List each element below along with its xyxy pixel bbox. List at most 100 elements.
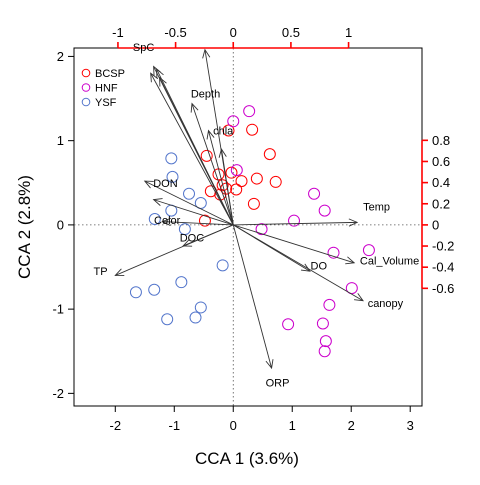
arrow-head — [218, 147, 227, 158]
biplot-arrows: SpC Depth chla DON Color DOC TP Temp DO Cal_Volum… — [94, 42, 420, 389]
point-bcsp — [200, 149, 213, 162]
arrow-head — [161, 217, 172, 226]
point-hnf — [243, 105, 256, 118]
arrow-head — [206, 129, 215, 140]
right-tick-label: -0.4 — [432, 260, 454, 275]
point-bcsp — [225, 166, 238, 179]
arrow-label: Cal_Volume — [360, 255, 419, 267]
arrow-shaft — [115, 224, 234, 276]
point-hnf — [227, 115, 240, 128]
point-ysf — [183, 187, 196, 200]
arrow-shaft — [162, 221, 234, 226]
point-ysf — [161, 313, 174, 326]
point-hnf — [316, 317, 329, 330]
point-hnf — [319, 335, 332, 348]
arrow-label: canopy — [368, 298, 404, 310]
x-tick-label: 1 — [289, 418, 296, 433]
arrow-head — [265, 359, 274, 370]
point-ysf — [148, 212, 161, 225]
y-tick-label: 2 — [57, 49, 64, 64]
point-ysf — [189, 311, 202, 324]
right-tick-label: 0.2 — [432, 196, 450, 211]
top-tick-label: -0.5 — [164, 25, 186, 40]
point-hnf — [255, 223, 268, 236]
right-tick-label: -0.2 — [432, 239, 454, 254]
arrow-head — [150, 72, 159, 83]
arrow-label: DON — [153, 178, 178, 190]
point-hnf — [362, 244, 375, 257]
point-ysf — [175, 276, 188, 289]
point-bcsp — [230, 183, 243, 196]
point-ysf — [178, 223, 191, 236]
arrow-shaft — [233, 224, 364, 302]
legend-entry: YSF — [95, 97, 117, 109]
right-tick-label: 0.6 — [432, 154, 450, 169]
point-ysf — [166, 170, 179, 183]
top-tick-label: 0.5 — [282, 25, 300, 40]
legend: BCSP HNF YSF — [81, 68, 125, 109]
arrow-shaft — [159, 77, 234, 226]
point-bcsp — [222, 124, 235, 137]
point-bcsp — [263, 148, 276, 161]
y-tick-label: -2 — [52, 386, 64, 401]
x-tick-label: 0 — [230, 418, 237, 433]
arrow-label: Depth — [191, 88, 220, 100]
top-tick-label: -1 — [112, 25, 124, 40]
point-ysf — [148, 283, 161, 296]
point-hnf — [318, 345, 331, 358]
arrow-shaft — [233, 221, 358, 226]
x-tick-label: -2 — [110, 418, 122, 433]
point-hnf — [288, 214, 301, 227]
point-hnf — [323, 298, 336, 311]
point-hnf — [230, 164, 243, 177]
arrow-head — [345, 256, 356, 265]
point-bcsp — [246, 123, 259, 136]
arrow-label: Color — [154, 215, 181, 227]
arrow-shaft — [221, 149, 234, 225]
x-tick-label: -1 — [168, 418, 180, 433]
y-axis-label: CCA 2 (2.8%) — [15, 175, 34, 279]
point-bcsp — [235, 175, 248, 188]
arrow-label: DOC — [180, 233, 205, 245]
arrow-head — [143, 180, 154, 189]
point-bcsp — [247, 197, 260, 210]
legend-marker — [81, 97, 91, 107]
arrow-shaft — [208, 130, 234, 226]
point-hnf — [282, 318, 295, 331]
arrow-head — [114, 268, 125, 277]
arrow-label: TP — [94, 266, 108, 278]
arrow-head — [354, 293, 364, 302]
legend-marker — [81, 68, 91, 78]
point-ysf — [216, 259, 229, 272]
right-tick-label: -0.6 — [432, 281, 454, 296]
top-tick-label: 0 — [230, 25, 237, 40]
legend-entry: BCSP — [95, 68, 125, 80]
arrow-head — [202, 48, 211, 59]
point-ysf — [165, 152, 178, 165]
legend-entry: HNF — [95, 83, 118, 95]
reference-lines — [74, 48, 422, 406]
arrow-shaft — [150, 73, 234, 226]
right-tick-label: 0.4 — [432, 175, 450, 190]
point-bcsp — [216, 179, 229, 192]
arrow-head — [190, 102, 199, 113]
point-hnf — [327, 246, 340, 259]
point-ysf — [129, 286, 142, 299]
plot-frame — [73, 47, 423, 407]
point-hnf — [308, 187, 321, 200]
legend-marker — [81, 83, 91, 92]
arrow-shaft — [191, 103, 234, 226]
arrow-label: Temp — [363, 201, 390, 213]
arrow-label: SpC — [133, 42, 154, 54]
arrow-shaft — [232, 224, 273, 369]
arrow-label: DO — [311, 260, 328, 272]
arrow-head — [300, 263, 311, 272]
arrow-head — [159, 76, 167, 87]
top-tick-label: 1 — [345, 25, 352, 40]
arrow-shaft — [144, 180, 234, 226]
point-bcsp — [269, 175, 282, 188]
point-bcsp — [250, 172, 263, 185]
x-axis-label: CCA 1 (3.6%) — [195, 449, 299, 468]
